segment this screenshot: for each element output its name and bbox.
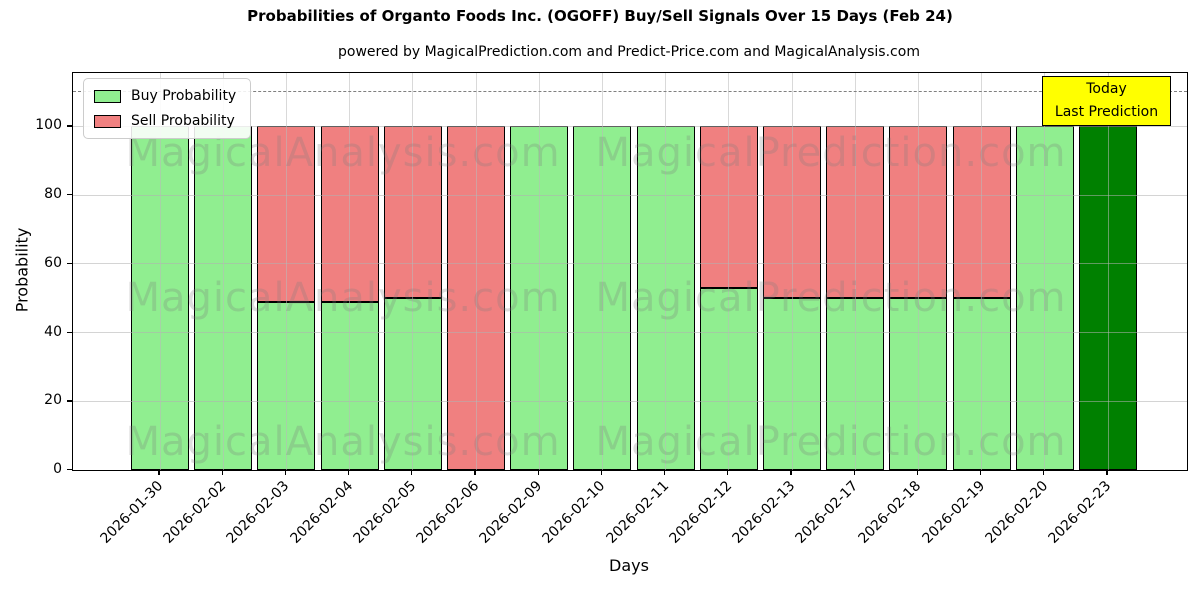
y-axis-tick (67, 331, 72, 333)
x-axis-tick-label: 2026-02-02 (160, 478, 230, 547)
gridline-horizontal (73, 400, 1187, 402)
x-axis-tick (853, 470, 855, 475)
gridline-vertical (728, 73, 730, 470)
x-axis-title: Days (609, 556, 649, 575)
y-axis-tick (67, 400, 72, 402)
x-axis-tick (600, 470, 603, 475)
y-axis-tick (67, 194, 72, 196)
x-axis-tick-label: 2026-01-30 (97, 478, 167, 547)
watermark-text: MagicalPrediction.com (595, 419, 1067, 465)
x-axis-tick-label: 2026-02-06 (413, 478, 483, 547)
watermark-text: MagicalAnalysis.com (125, 419, 561, 465)
gridline-vertical (854, 73, 856, 470)
y-axis-tick-label: 0 (53, 461, 62, 477)
gridline-vertical (665, 73, 667, 470)
x-axis-tick (347, 470, 350, 475)
x-axis-tick-label: 2026-02-04 (287, 478, 356, 547)
y-axis-tick-label: 80 (44, 186, 62, 203)
x-axis-tick-label: 2026-02-23 (1045, 478, 1115, 547)
chart-subtitle: powered by MagicalPrediction.com and Pre… (338, 44, 920, 60)
gridline-vertical (285, 73, 287, 470)
x-axis-tick (474, 470, 476, 475)
legend-swatch-buy (94, 89, 121, 103)
today-box: Today Last Prediction (1042, 76, 1171, 126)
gridline-horizontal (73, 263, 1187, 265)
x-axis-tick-label: 2026-02-03 (223, 478, 293, 547)
gridline-vertical (538, 73, 540, 470)
legend-label-buy: Buy Probability (131, 88, 237, 104)
gridline-vertical (412, 73, 414, 470)
dashed-guideline (73, 90, 1187, 92)
legend-label-sell: Sell Probability (131, 113, 235, 129)
gridline-vertical (222, 73, 224, 470)
x-axis-tick (1043, 470, 1045, 475)
x-axis-tick (727, 470, 729, 475)
gridline-horizontal (73, 332, 1187, 334)
x-axis-tick (1106, 470, 1108, 475)
gridline-vertical (917, 73, 919, 470)
y-axis-tick-label: 40 (44, 323, 62, 340)
x-axis-tick-label: 2026-02-10 (539, 478, 609, 547)
gridline-vertical (349, 73, 351, 470)
gridline-vertical (1044, 73, 1046, 470)
x-axis-tick (411, 470, 413, 475)
gridline-vertical (601, 73, 603, 470)
x-axis-tick (790, 470, 792, 475)
today-box-line2: Last Prediction (1054, 104, 1159, 120)
x-axis-tick-label: 2026-02-18 (855, 478, 925, 547)
x-axis-tick-label: 2026-02-17 (792, 478, 862, 547)
x-axis-tick-label: 2026-02-11 (603, 478, 672, 547)
x-axis-tick-label: 2026-02-09 (476, 478, 546, 547)
today-box-line1: Today (1086, 81, 1127, 97)
x-axis-tick (663, 470, 666, 475)
legend-swatch-sell (94, 114, 121, 128)
gridline-horizontal (73, 194, 1187, 196)
x-axis-tick (284, 470, 287, 475)
x-axis-tick-label: 2026-02-12 (666, 478, 736, 547)
gridline-horizontal (73, 125, 1187, 127)
legend-item-sell: Sell Probability (94, 111, 236, 131)
y-axis-tick (67, 469, 72, 471)
gridline-vertical (1107, 73, 1109, 470)
watermark-text: MagicalPrediction.com (595, 275, 1067, 321)
gridline-vertical (791, 73, 793, 470)
x-axis-tick-label: 2026-02-05 (350, 478, 420, 547)
gridline-vertical (981, 73, 983, 470)
gridline-vertical (475, 73, 477, 470)
x-axis-tick (537, 470, 539, 475)
plot-area: Buy Probability Sell Probability Today L… (72, 72, 1188, 471)
y-axis-tick (67, 262, 72, 265)
watermark-text: MagicalAnalysis.com (125, 275, 561, 321)
x-axis-tick (158, 470, 160, 475)
x-axis-tick-label: 2026-02-19 (919, 478, 988, 547)
x-axis-tick-label: 2026-02-13 (729, 478, 799, 547)
x-axis-tick (916, 470, 919, 475)
legend-item-buy: Buy Probability (94, 86, 236, 106)
y-axis-tick-label: 60 (44, 254, 62, 271)
chart-title: Probabilities of Organto Foods Inc. (OGO… (247, 7, 953, 25)
y-axis-tick (67, 125, 72, 127)
watermark-text: MagicalPrediction.com (595, 130, 1067, 176)
legend: Buy Probability Sell Probability (83, 78, 252, 139)
x-axis-tick (979, 470, 982, 475)
gridline-vertical (159, 73, 161, 470)
x-axis-tick (221, 470, 223, 475)
y-axis-tick-label: 100 (35, 117, 62, 134)
y-axis-tick-label: 20 (44, 392, 62, 409)
x-axis-tick-label: 2026-02-20 (982, 478, 1052, 547)
